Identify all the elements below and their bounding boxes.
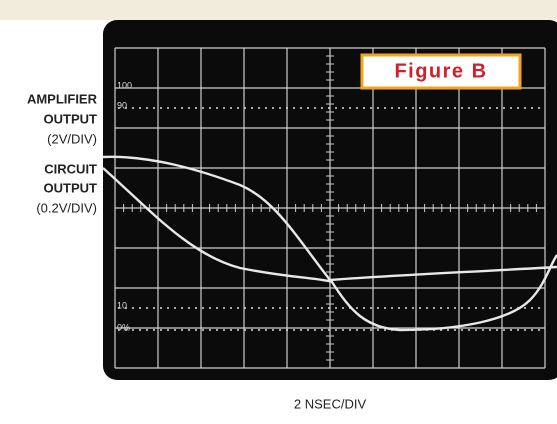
page: 100 90 10 0% Figure B AMPLIFIER OUTPUT (…: [0, 0, 557, 419]
trace-name: AMPLIFIER: [27, 91, 98, 106]
screen-label: 100: [117, 80, 132, 90]
x-axis-label: 2 NSEC/DIV: [294, 396, 367, 411]
trace-name: OUTPUT: [44, 180, 98, 195]
trace-name: OUTPUT: [44, 111, 98, 126]
figure-label: Figure B: [394, 60, 487, 82]
left-labels: AMPLIFIER OUTPUT (2V/DIV) CIRCUIT OUTPUT…: [27, 91, 98, 215]
screen-label: 0%: [117, 322, 130, 332]
figure: 100 90 10 0% Figure B AMPLIFIER OUTPUT (…: [0, 0, 557, 419]
trace-scale: (0.2V/DIV): [36, 200, 97, 215]
trace-name: CIRCUIT: [44, 161, 97, 176]
screen-label: 10: [117, 300, 127, 310]
screen-label: 90: [117, 100, 127, 110]
top-band: [0, 0, 557, 20]
trace-scale: (2V/DIV): [47, 131, 97, 146]
